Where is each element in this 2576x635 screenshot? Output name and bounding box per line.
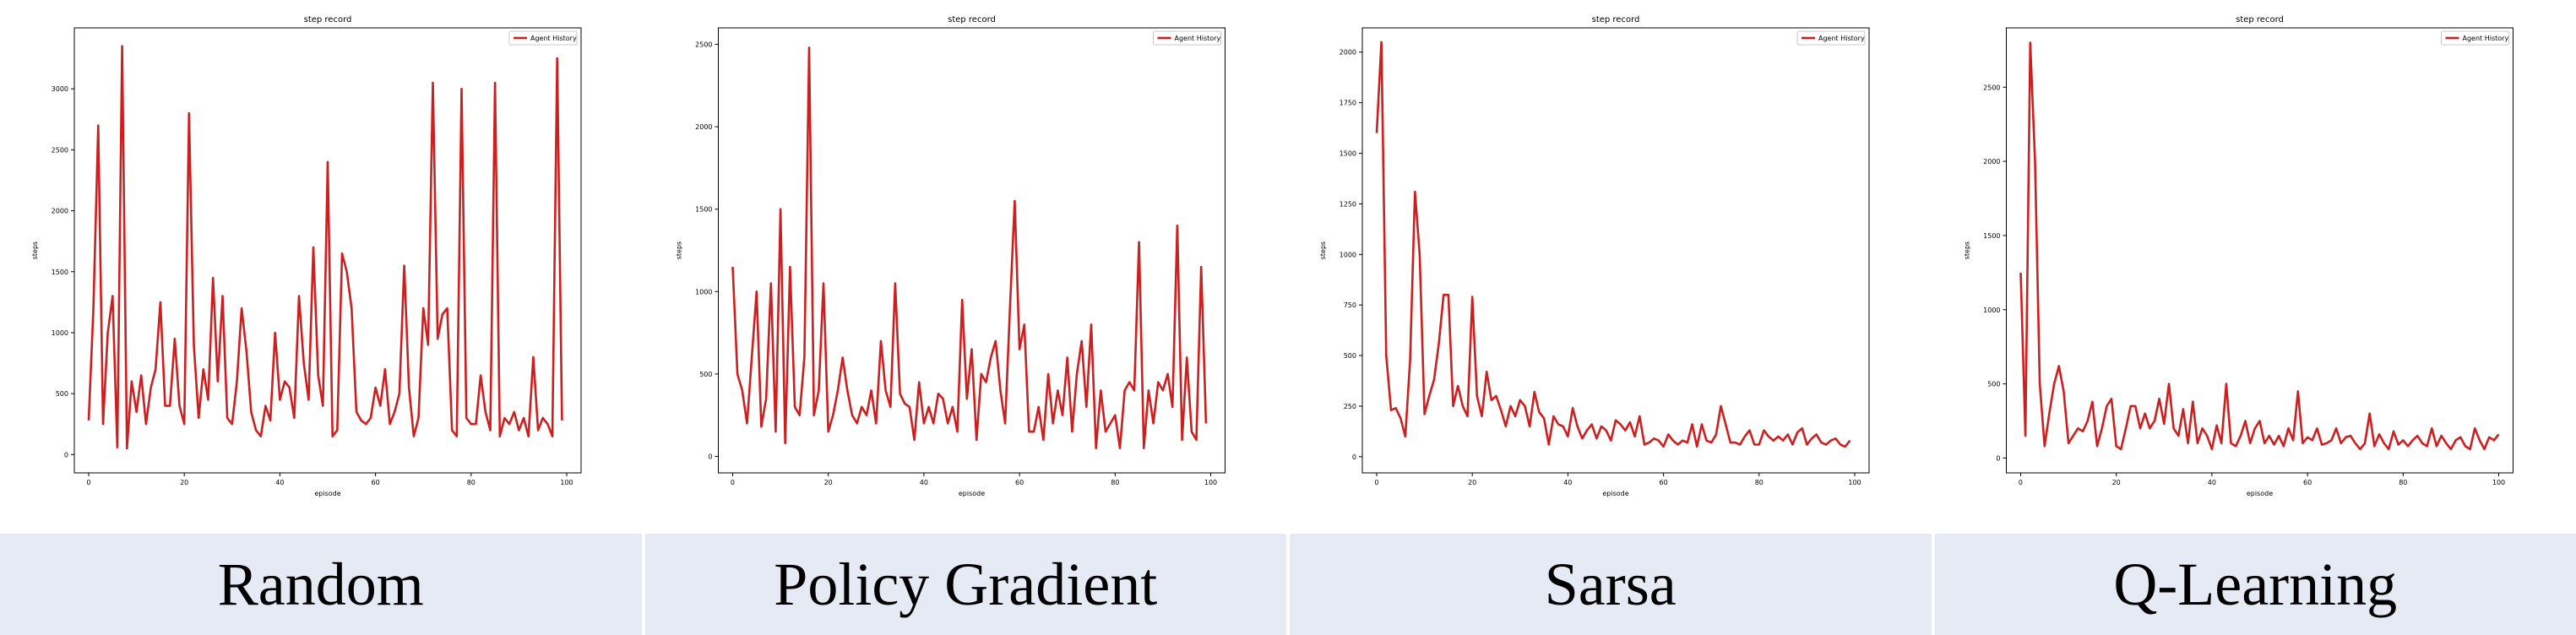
y-tick-label: 1500: [1983, 232, 2000, 240]
x-tick-label: 40: [2208, 479, 2216, 486]
y-axis-label: steps: [1964, 242, 1971, 259]
legend: Agent History: [1153, 30, 1221, 46]
y-tick-label: 750: [1344, 301, 1356, 309]
y-tick-label: 0: [64, 451, 68, 459]
x-tick-label: 100: [1204, 479, 1217, 486]
y-tick-label: 2500: [52, 146, 68, 154]
x-tick-label: 100: [2492, 479, 2505, 486]
legend: Agent History: [508, 30, 578, 46]
legend-box: [1153, 30, 1221, 46]
legend-box: [1796, 30, 1866, 46]
x-axis-label: episode: [959, 490, 985, 497]
panel-label-band: Random Policy Gradient Sarsa Q-Learning: [0, 534, 2576, 635]
x-tick-label: 100: [560, 479, 573, 486]
x-tick-label: 0: [731, 479, 735, 486]
y-tick-label: 500: [1344, 352, 1356, 360]
x-tick-label: 40: [920, 479, 928, 486]
x-tick-label: 80: [467, 479, 476, 486]
y-tick-label: 0: [1352, 453, 1356, 461]
x-tick-label: 80: [2399, 479, 2407, 486]
chart-title: step record: [1592, 15, 1640, 24]
plot-frame: [2006, 27, 2514, 474]
x-tick-label: 0: [86, 479, 90, 486]
y-axis-label: steps: [676, 242, 683, 259]
x-tick-label: 60: [372, 479, 380, 486]
series-line-agent-history: [2019, 41, 2500, 451]
x-tick-label: 20: [824, 479, 833, 486]
x-tick-label: 60: [1015, 479, 1024, 486]
x-tick-label: 80: [1755, 479, 1764, 486]
legend: Agent History: [1796, 30, 1866, 46]
x-tick-label: 40: [1563, 479, 1572, 486]
x-tick-label: 20: [2112, 479, 2121, 486]
y-tick-label: 500: [56, 390, 68, 398]
y-tick-label: 2000: [1340, 49, 1356, 57]
legend-box: [508, 30, 578, 46]
x-axis-label: episode: [314, 490, 340, 497]
legend-label: Agent History: [530, 35, 577, 42]
chart-title: step record: [948, 15, 996, 24]
y-tick-label: 2000: [695, 123, 712, 131]
x-tick-label: 80: [1111, 479, 1119, 486]
x-axis-label: episode: [2247, 490, 2273, 497]
y-tick-label: 1500: [52, 269, 68, 276]
x-tick-label: 40: [275, 479, 284, 486]
panel-label-policy-gradient: Policy Gradient: [644, 534, 1286, 635]
legend-box: [2441, 30, 2509, 46]
x-tick-label: 60: [1660, 479, 1668, 486]
y-tick-label: 500: [1987, 381, 2000, 388]
y-tick-label: 1000: [695, 288, 712, 296]
chart-title: step record: [2236, 15, 2284, 24]
y-axis-label: steps: [31, 242, 39, 259]
x-tick-label: 0: [2019, 479, 2023, 486]
y-tick-label: 0: [708, 453, 712, 460]
y-tick-label: 2500: [695, 41, 712, 49]
legend-label: Agent History: [1818, 35, 1865, 42]
y-tick-label: 1000: [1983, 307, 2000, 314]
y-tick-label: 1750: [1340, 100, 1356, 107]
x-axis-label: episode: [1602, 490, 1628, 497]
chart-title: step record: [304, 15, 352, 24]
y-tick-label: 1000: [1340, 251, 1356, 258]
plot-frame: [1361, 27, 1870, 474]
y-tick-label: 1500: [695, 206, 712, 214]
plot-frame: [718, 27, 1226, 474]
x-tick-label: 0: [1374, 479, 1378, 486]
y-tick-label: 2000: [52, 208, 68, 215]
y-tick-label: 2000: [1983, 158, 2000, 166]
y-tick-label: 250: [1344, 403, 1356, 410]
series-line-agent-history: [1375, 41, 1851, 448]
series-line-agent-history: [87, 45, 563, 450]
y-axis-label: steps: [1319, 242, 1327, 259]
y-tick-label: 1250: [1340, 200, 1356, 208]
y-tick-label: 1500: [1340, 150, 1356, 158]
x-tick-label: 20: [180, 479, 188, 486]
panel-label-q-learning: Q-Learning: [1934, 534, 2576, 635]
legend-label: Agent History: [2463, 35, 2509, 42]
legend: Agent History: [2441, 30, 2509, 46]
panel-label-sarsa: Sarsa: [1290, 534, 1932, 635]
legend-label: Agent History: [1175, 35, 1221, 42]
plot-frame: [73, 27, 582, 474]
x-tick-label: 100: [1848, 479, 1861, 486]
y-tick-label: 0: [1996, 454, 2000, 462]
x-tick-label: 60: [2303, 479, 2312, 486]
series-line-agent-history: [731, 46, 1208, 450]
x-tick-label: 20: [1468, 479, 1476, 486]
panel-label-random: Random: [0, 534, 642, 635]
y-tick-label: 500: [699, 371, 712, 378]
y-tick-label: 1000: [52, 329, 68, 337]
y-tick-label: 3000: [52, 85, 68, 93]
y-tick-label: 2500: [1983, 84, 2000, 91]
